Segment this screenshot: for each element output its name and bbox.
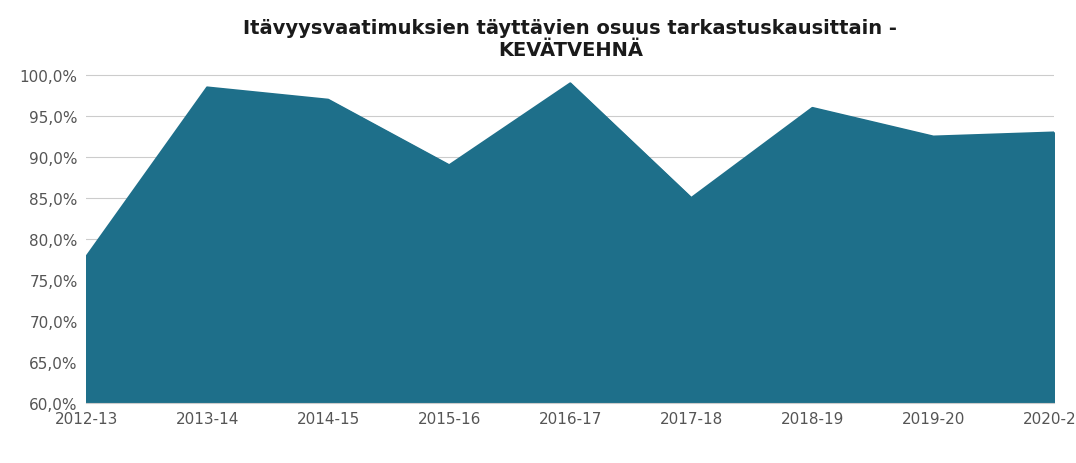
Title: Itävyysvaatimuksien täyttävien osuus tarkastuskausittain -
KEVÄTVEHNÄ: Itävyysvaatimuksien täyttävien osuus tar… [243, 19, 897, 60]
